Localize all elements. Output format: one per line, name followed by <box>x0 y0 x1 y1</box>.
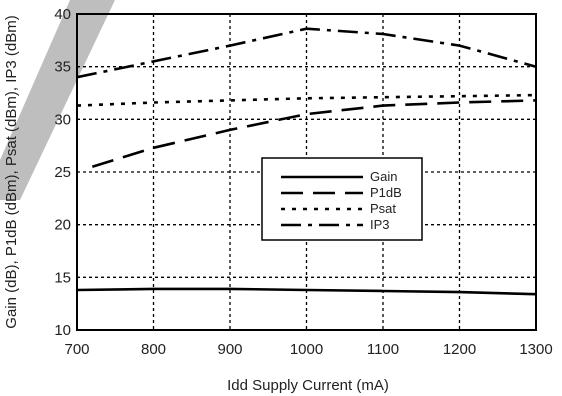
legend-label-ip3: IP3 <box>370 217 390 232</box>
x-axis-label: Idd Supply Current (mA) <box>227 377 389 394</box>
series-line-gain <box>76 287 537 296</box>
x-tick-label: 1000 <box>290 341 323 358</box>
x-tick-label: 1100 <box>367 341 399 358</box>
legend-label-gain: Gain <box>370 169 397 184</box>
x-tick-label: 700 <box>64 341 89 358</box>
x-tick-label: 900 <box>217 341 242 358</box>
y-tick-label: 20 <box>54 217 71 234</box>
series-line-p1db <box>91 99 537 168</box>
y-tick-label: 15 <box>54 269 71 286</box>
y-tick-label: 25 <box>54 164 71 181</box>
x-tick-label: 1200 <box>443 341 476 358</box>
legend-label-p1db: P1dB <box>370 185 402 200</box>
legend-box <box>261 157 423 241</box>
x-tick-label: 1300 <box>519 341 552 358</box>
y-tick-label: 40 <box>54 6 71 23</box>
y-tick-label: 30 <box>54 111 71 128</box>
series-layer <box>76 27 537 296</box>
y-tick-label: 35 <box>54 59 71 76</box>
watermark-band <box>0 0 115 200</box>
y-tick-labels: 10 15 20 25 30 35 40 <box>54 6 71 339</box>
y-tick-label: 10 <box>54 322 71 339</box>
x-tick-label: 800 <box>141 341 166 358</box>
legend-label-psat: Psat <box>370 201 396 216</box>
series-line-ip3 <box>76 27 537 79</box>
y-axis-label: Gain (dB), P1dB (dBm), Psat (dBm), IP3 (… <box>3 15 20 328</box>
plot-frame <box>76 13 537 331</box>
x-tick-labels: 700 800 900 1000 1100 1200 1300 <box>64 341 552 358</box>
